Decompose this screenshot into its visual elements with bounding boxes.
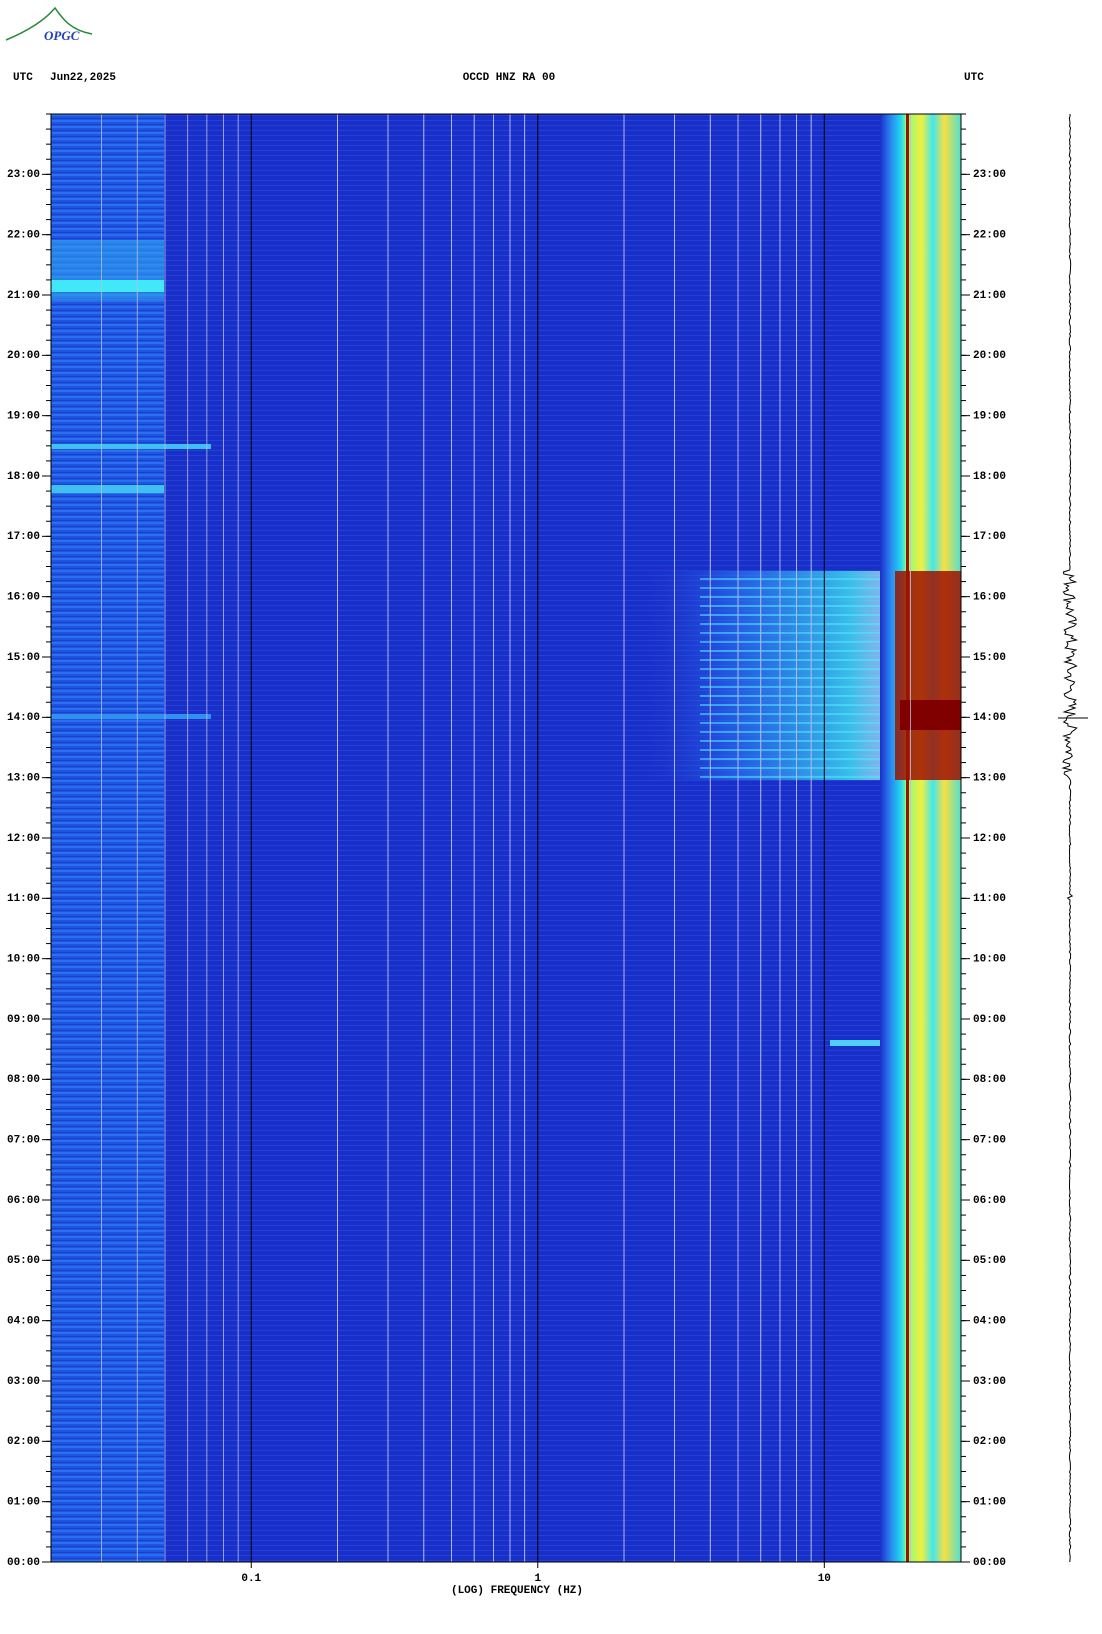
y-tick-label: 17:00 [7,531,40,543]
y-tick-label: 01:00 [7,1497,40,1509]
y-tick-label: 16:00 [7,592,40,604]
y-tick-label: 22:00 [7,230,40,242]
y-tick-label: 11:00 [973,893,1006,905]
logo: OPGC [5,6,93,43]
y-tick-label: 09:00 [7,1014,40,1026]
y-tick-label: 08:00 [973,1074,1006,1086]
y-tick-label: 13:00 [7,773,40,785]
grid [101,114,911,1562]
y-tick-label: 09:00 [973,1014,1006,1026]
y-tick-label: 20:00 [973,350,1006,362]
y-tick-label: 02:00 [7,1436,40,1448]
y-tick-label: 03:00 [7,1376,40,1388]
y-tick-label: 07:00 [973,1135,1006,1147]
y-tick-label: 06:00 [973,1195,1006,1207]
y-tick-label: 08:00 [7,1074,40,1086]
y-tick-label: 10:00 [973,954,1006,966]
y-tick-label: 13:00 [973,773,1006,785]
y-tick-label: 10:00 [7,954,40,966]
y-tick-label: 14:00 [7,712,40,724]
y-tick-label: 21:00 [973,290,1006,302]
y-tick-label: 03:00 [973,1376,1006,1388]
y-tick-label: 18:00 [973,471,1006,483]
y-tick-label: 00:00 [973,1557,1006,1569]
y-tick-label: 11:00 [7,893,40,905]
y-tick-label: 05:00 [973,1255,1006,1267]
y-tick-label: 16:00 [973,592,1006,604]
y-tick-label: 12:00 [7,833,40,845]
y-tick-label: 23:00 [973,169,1006,181]
seismogram-trace [1061,113,1079,1563]
y-tick-label: 06:00 [7,1195,40,1207]
y-tick-label: 20:00 [7,350,40,362]
y-tick-label: 02:00 [973,1436,1006,1448]
timezone-left: UTC [13,72,33,84]
y-tick-label: 15:00 [7,652,40,664]
y-tick-label: 04:00 [973,1316,1006,1328]
y-tick-label: 21:00 [7,290,40,302]
y-tick-label: 07:00 [7,1135,40,1147]
x-tick-label: 10 [818,1573,831,1585]
y-tick-label: 22:00 [973,230,1006,242]
y-tick-label: 14:00 [973,712,1006,724]
y-tick-label: 15:00 [973,652,1006,664]
y-tick-label: 18:00 [7,471,40,483]
y-tick-label: 01:00 [973,1497,1006,1509]
y-tick-label: 19:00 [7,411,40,423]
spectrogram-image [51,114,961,1562]
x-tick-label: 0.1 [241,1573,261,1585]
y-tick-label: 05:00 [7,1255,40,1267]
y-tick-label: 19:00 [973,411,1006,423]
timezone-right: UTC [964,72,984,84]
y-tick-label: 23:00 [7,169,40,181]
x-tick-label: 1 [534,1573,541,1585]
date: Jun22,2025 [50,72,116,84]
y-tick-label: 04:00 [7,1316,40,1328]
logo-text: OPGC [44,28,80,43]
y-tick-label: 12:00 [973,833,1006,845]
y-tick-label: 17:00 [973,531,1006,543]
chart-title: OCCD HNZ RA 00 [463,72,555,84]
y-tick-label: 00:00 [7,1557,40,1569]
x-axis-label: (LOG) FREQUENCY (HZ) [451,1585,583,1597]
